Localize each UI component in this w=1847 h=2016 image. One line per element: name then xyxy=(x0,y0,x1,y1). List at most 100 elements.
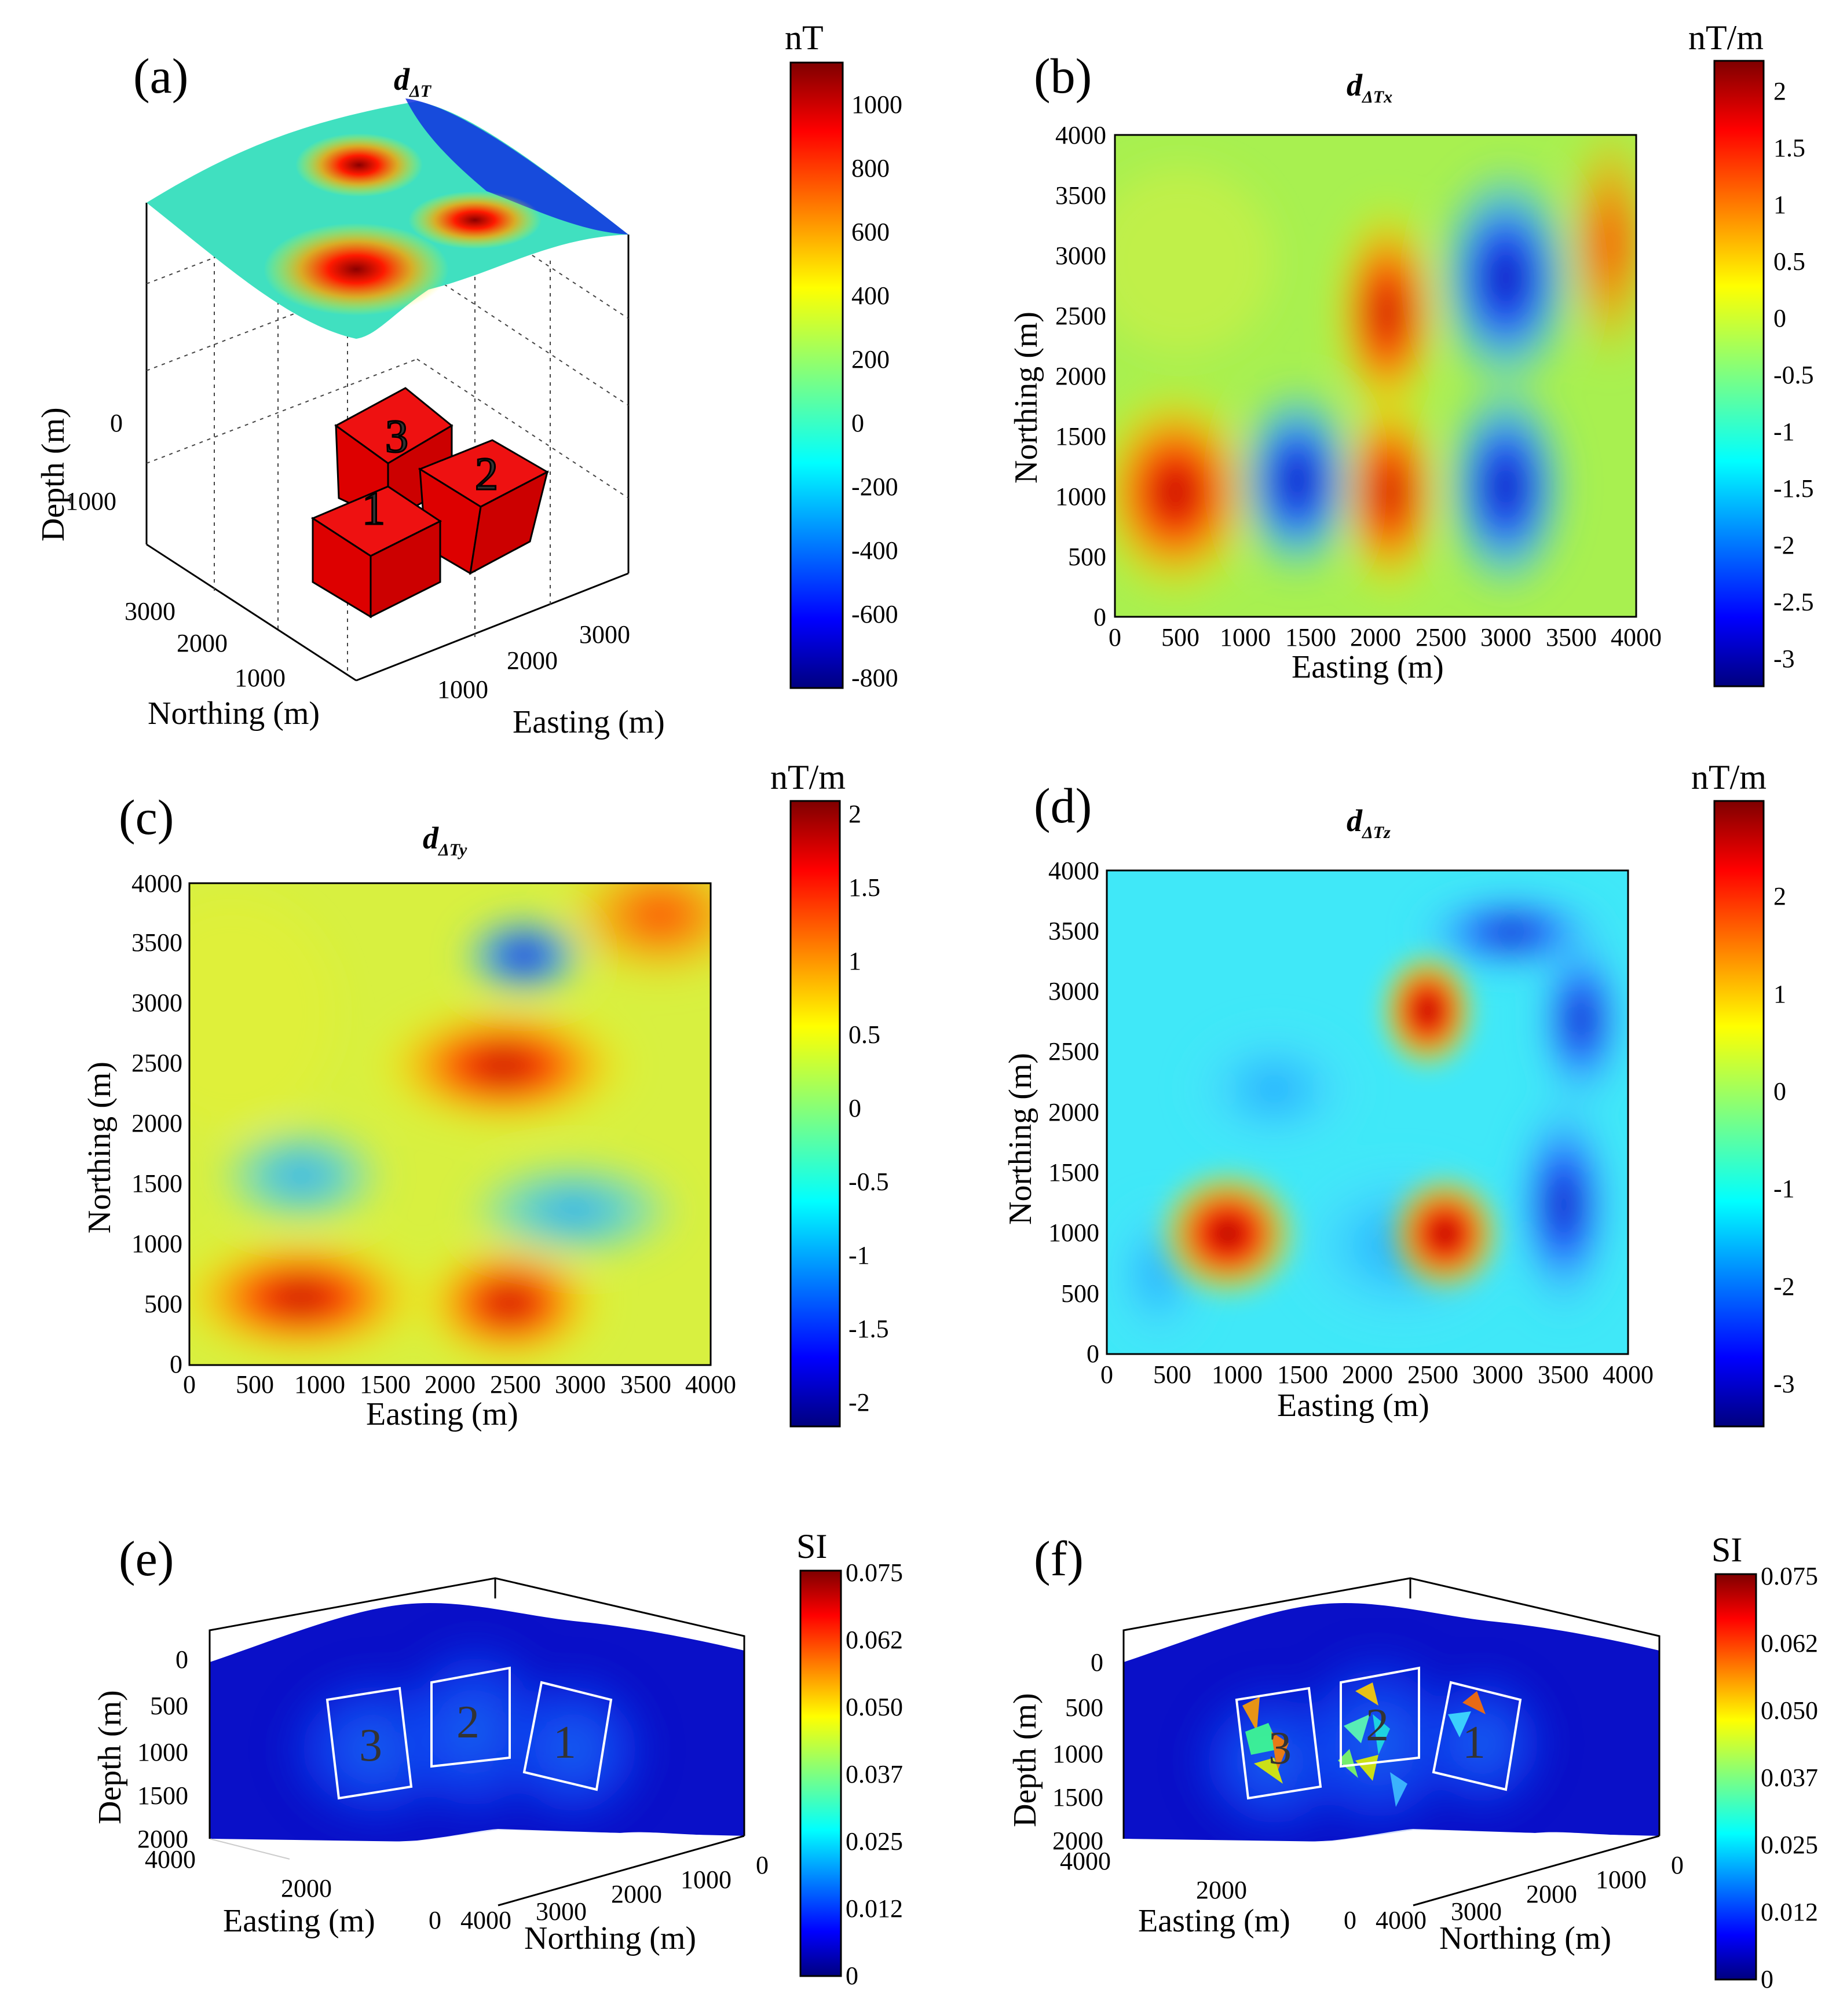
panel-f-y-tick: 0 xyxy=(1671,1851,1684,1879)
panel-c-y-ticks: 0 500 1000 1500 2000 2500 3000 3500 4000 xyxy=(131,869,182,1378)
svg-text:0.037: 0.037 xyxy=(846,1760,903,1788)
svg-text:1500: 1500 xyxy=(137,1781,188,1810)
panel-f-y-tick: 3000 xyxy=(1451,1897,1502,1926)
panel-f-y-label: Northing (m) xyxy=(1439,1920,1611,1956)
svg-text:2: 2 xyxy=(1773,882,1786,910)
panel-d-heatmap xyxy=(1107,870,1628,1354)
panel-c: (c) dΔTy 0 500 1000 1500 2000 2500 xyxy=(82,758,889,1432)
svg-text:1: 1 xyxy=(1773,980,1786,1008)
panel-a-y-tick: 2000 xyxy=(177,629,228,657)
svg-text:1.5: 1.5 xyxy=(1773,134,1805,162)
svg-text:0: 0 xyxy=(170,1350,182,1378)
panel-f-x-tick: 4000 xyxy=(1060,1847,1111,1875)
svg-text:0.075: 0.075 xyxy=(846,1558,903,1587)
svg-text:0.012: 0.012 xyxy=(846,1894,903,1923)
panel-f-body-2: 2 xyxy=(1366,1700,1389,1751)
panel-a-y-tick: 1000 xyxy=(235,664,286,692)
panel-d-label: (d) xyxy=(1034,778,1092,833)
svg-text:2500: 2500 xyxy=(131,1049,182,1077)
svg-text:0: 0 xyxy=(175,1645,188,1674)
panel-b-colorbar-unit: nT/m xyxy=(1688,19,1764,57)
svg-text:0: 0 xyxy=(1773,304,1786,332)
svg-text:-1: -1 xyxy=(1773,418,1795,446)
svg-text:0.012: 0.012 xyxy=(1761,1898,1818,1926)
svg-text:500: 500 xyxy=(1061,1279,1099,1308)
svg-text:600: 600 xyxy=(851,218,890,246)
svg-text:1000: 1000 xyxy=(294,1370,345,1399)
panel-d: (d) dΔTz 0 500 1000 1500 xyxy=(1003,758,1795,1428)
panel-f-z-label: Depth (m) xyxy=(1007,1693,1043,1827)
panel-b-colorbar-ticks: 2 1.5 1 0.5 0 -0.5 -1 -1.5 -2 -2.5 -3 xyxy=(1773,77,1814,673)
svg-text:0.062: 0.062 xyxy=(846,1626,903,1654)
svg-text:3500: 3500 xyxy=(1538,1360,1589,1389)
svg-text:0.025: 0.025 xyxy=(1761,1831,1818,1859)
panel-f-volume: 3 2 1 xyxy=(1122,1577,1661,1907)
panel-f-body-1: 1 xyxy=(1462,1717,1486,1768)
svg-text:1500: 1500 xyxy=(1055,422,1106,451)
panel-e-label: (e) xyxy=(119,1531,174,1586)
panel-a-y-tick: 3000 xyxy=(125,597,175,625)
panel-b-y-label: Northing (m) xyxy=(1008,312,1044,484)
panel-a-z-tick: 1000 xyxy=(65,487,116,515)
panel-e-body-1: 1 xyxy=(553,1717,576,1768)
svg-text:1000: 1000 xyxy=(1052,1740,1103,1768)
panel-f-x-tick: 0 xyxy=(1344,1906,1356,1934)
panel-f-colorbar-unit: SI xyxy=(1711,1531,1742,1569)
svg-text:4000: 4000 xyxy=(1048,857,1099,885)
svg-text:0.050: 0.050 xyxy=(846,1693,903,1721)
svg-text:3000: 3000 xyxy=(1048,977,1099,1005)
panel-e-body-3: 3 xyxy=(359,1720,382,1771)
svg-text:500: 500 xyxy=(236,1370,274,1399)
panel-e: (e) 3 2 1 0 500 1000 1500 xyxy=(92,1527,903,1990)
panel-e-volume: 3 2 1 xyxy=(209,1577,745,1907)
svg-text:-3: -3 xyxy=(1773,645,1795,673)
panel-c-colorbar-unit: nT/m xyxy=(770,758,846,796)
panel-e-y-tick: 2000 xyxy=(611,1880,662,1908)
panel-e-x-tick: 2000 xyxy=(281,1874,332,1902)
panel-b-x-label: Easting (m) xyxy=(1292,649,1444,685)
panel-a-y-label: Northing (m) xyxy=(148,696,320,731)
panel-f-z-ticks: 0 500 1000 1500 2000 xyxy=(1052,1648,1103,1855)
svg-text:0: 0 xyxy=(1091,1648,1103,1677)
panel-e-body-2: 2 xyxy=(456,1697,480,1748)
panel-f-colorbar-ticks: 0.075 0.062 0.050 0.037 0.025 0.012 0 xyxy=(1761,1562,1818,1993)
svg-text:0.5: 0.5 xyxy=(848,1020,880,1049)
panel-b-x-ticks: 0 500 1000 1500 2000 2500 3000 3500 4000 xyxy=(1109,623,1662,652)
svg-text:2: 2 xyxy=(1773,77,1786,105)
panel-a-cube-2-label: 2 xyxy=(475,449,498,500)
panel-c-x-ticks: 0 500 1000 1500 2000 2500 3000 3500 4000 xyxy=(183,1370,736,1399)
svg-text:0.5: 0.5 xyxy=(1773,247,1805,276)
svg-text:0: 0 xyxy=(1100,1360,1113,1389)
panel-a-cube-1: 1 xyxy=(310,483,442,619)
svg-text:2000: 2000 xyxy=(1055,362,1106,390)
panel-a-colorbar xyxy=(789,61,844,689)
svg-text:-0.5: -0.5 xyxy=(848,1168,889,1196)
svg-text:4000: 4000 xyxy=(685,1370,736,1399)
svg-text:-400: -400 xyxy=(851,536,898,565)
svg-text:500: 500 xyxy=(1065,1693,1103,1722)
panel-a-box-frame xyxy=(145,203,630,682)
panel-e-colorbar xyxy=(799,1569,842,1977)
svg-text:3500: 3500 xyxy=(1048,917,1099,945)
panel-f-y-tick: 2000 xyxy=(1526,1880,1577,1908)
svg-text:2000: 2000 xyxy=(1052,1827,1103,1855)
panel-b-y-ticks: 0 500 1000 1500 2000 2500 3000 3500 4000 xyxy=(1055,121,1106,631)
svg-text:0.075: 0.075 xyxy=(1761,1562,1818,1590)
panel-e-z-label: Depth (m) xyxy=(92,1690,128,1824)
panel-a-label: (a) xyxy=(133,48,188,104)
svg-text:-3: -3 xyxy=(1773,1370,1795,1398)
svg-text:0: 0 xyxy=(848,1094,861,1122)
svg-text:1500: 1500 xyxy=(1277,1360,1328,1389)
panel-e-y-tick: 0 xyxy=(756,1851,769,1879)
panel-c-colorbar-ticks: 2 1.5 1 0.5 0 -0.5 -1 -1.5 -2 xyxy=(848,800,889,1417)
panel-a-z-tick: 0 xyxy=(110,409,123,437)
svg-text:500: 500 xyxy=(144,1290,182,1318)
panel-b-title: dΔTx xyxy=(1347,68,1392,107)
panel-d-colorbar-ticks: 2 1 0 -1 -2 -3 xyxy=(1773,882,1795,1398)
panel-c-label: (c) xyxy=(119,789,174,845)
svg-text:3000: 3000 xyxy=(1480,623,1531,652)
svg-text:-2: -2 xyxy=(1773,531,1795,559)
panel-f-x-tick: 2000 xyxy=(1196,1876,1247,1904)
panel-a-x-label: Easting (m) xyxy=(513,704,665,740)
